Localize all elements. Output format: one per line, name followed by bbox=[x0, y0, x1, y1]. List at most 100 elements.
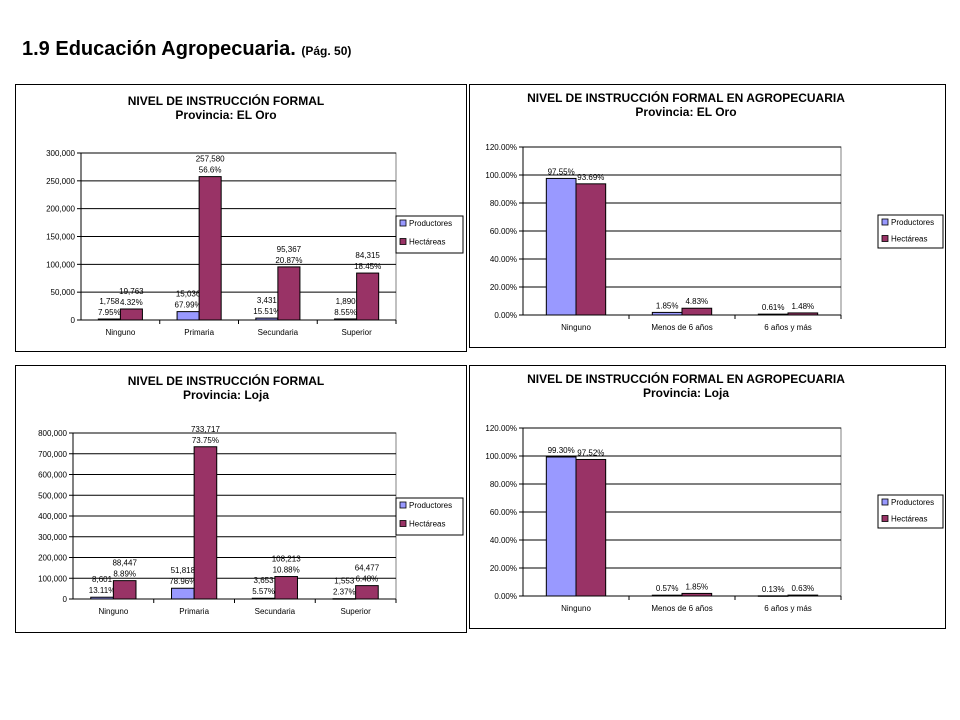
chart-panel-el-oro-levels: NIVEL DE INSTRUCCIÓN FORMAL Provincia: EL… bbox=[15, 84, 467, 352]
legend-label-productores: Productores bbox=[891, 218, 934, 227]
x-tick-label: Menos de 6 años bbox=[651, 604, 712, 613]
y-tick-label: 60.00% bbox=[490, 508, 517, 517]
data-label: 10.88% bbox=[273, 566, 300, 575]
bar-hectareas bbox=[356, 272, 380, 321]
x-tick-label: Primaria bbox=[179, 607, 209, 616]
legend-box bbox=[877, 214, 944, 249]
data-label: 1,758 bbox=[99, 297, 120, 306]
bar-hectareas bbox=[681, 307, 713, 316]
data-label: 7.95% bbox=[98, 308, 121, 317]
x-tick-label: Superior bbox=[342, 328, 373, 337]
data-label: 64,477 bbox=[355, 564, 380, 573]
data-label: 1,890 bbox=[336, 297, 357, 306]
bar-productores bbox=[651, 311, 683, 316]
data-label: 1.85% bbox=[656, 301, 679, 310]
y-tick-label: 100,000 bbox=[46, 260, 75, 269]
chart-title: NIVEL DE INSTRUCCIÓN FORMAL bbox=[128, 373, 324, 388]
x-tick-label: 6 años y más bbox=[764, 323, 812, 332]
bar-productores bbox=[251, 597, 276, 600]
chart-svg-loja-agro: NIVEL DE INSTRUCCIÓN FORMAL EN AGROPECUA… bbox=[485, 371, 944, 613]
chart-subtitle: Provincia: EL Oro bbox=[635, 105, 736, 119]
chart-svg-el-oro-agro: NIVEL DE INSTRUCCIÓN FORMAL EN AGROPECUA… bbox=[485, 90, 944, 332]
data-label: 0.61% bbox=[762, 303, 785, 312]
legend-swatch-hectareas bbox=[881, 235, 889, 242]
y-tick-label: 150,000 bbox=[46, 233, 75, 242]
data-label: 67.99% bbox=[175, 301, 202, 310]
y-tick-label: 100.00% bbox=[485, 171, 517, 180]
data-label: 0.63% bbox=[791, 584, 814, 593]
legend-label-hectareas: Hectáreas bbox=[409, 238, 445, 247]
bar-hectareas bbox=[277, 266, 301, 321]
data-label: 78.96% bbox=[169, 577, 196, 586]
legend-box bbox=[877, 494, 944, 529]
data-label: 4.83% bbox=[685, 297, 708, 306]
x-tick-label: Ninguno bbox=[561, 604, 591, 613]
y-tick-label: 300,000 bbox=[38, 533, 67, 542]
chart-panel-loja-agro: NIVEL DE INSTRUCCIÓN FORMAL EN AGROPECUA… bbox=[469, 365, 946, 629]
y-tick-label: 120.00% bbox=[485, 424, 517, 433]
y-tick-label: 20.00% bbox=[490, 564, 517, 573]
data-label: 51,818 bbox=[171, 566, 196, 575]
bar-hectareas bbox=[787, 312, 819, 316]
data-label: 8.89% bbox=[113, 570, 136, 579]
chart-panel-el-oro-agro: NIVEL DE INSTRUCCIÓN FORMAL EN AGROPECUA… bbox=[469, 84, 946, 348]
legend-label-hectareas: Hectáreas bbox=[891, 235, 927, 244]
legend-label-hectareas: Hectáreas bbox=[409, 520, 445, 529]
legend-box bbox=[395, 497, 464, 536]
x-tick-label: Menos de 6 años bbox=[651, 323, 712, 332]
data-label: 4.32% bbox=[120, 298, 143, 307]
x-tick-label: Superior bbox=[341, 607, 372, 616]
bar-productores bbox=[176, 311, 200, 321]
y-tick-label: 40.00% bbox=[490, 255, 517, 264]
bar-hectareas bbox=[575, 458, 607, 597]
bar-hectareas bbox=[112, 580, 137, 600]
bar-hectareas bbox=[355, 585, 379, 600]
y-tick-label: 40.00% bbox=[490, 536, 517, 545]
legend-swatch-productores bbox=[881, 498, 889, 506]
bar-productores bbox=[97, 318, 121, 321]
y-tick-label: 80.00% bbox=[490, 199, 517, 208]
bar-hectareas bbox=[198, 176, 222, 321]
data-label: 1.85% bbox=[685, 582, 708, 591]
legend-label-hectareas: Hectáreas bbox=[891, 515, 927, 524]
legend-label-productores: Productores bbox=[891, 498, 934, 507]
y-tick-label: 700,000 bbox=[38, 450, 67, 459]
y-tick-label: 250,000 bbox=[46, 177, 75, 186]
data-label: 1,553 bbox=[334, 577, 355, 586]
bar-productores bbox=[171, 587, 195, 600]
y-tick-label: 100,000 bbox=[38, 574, 67, 583]
x-tick-label: 6 años y más bbox=[764, 604, 812, 613]
data-label: 97.52% bbox=[577, 448, 604, 457]
bar-hectareas bbox=[119, 308, 143, 321]
data-label: 8,601 bbox=[92, 575, 113, 584]
bar-productores bbox=[545, 456, 577, 597]
y-tick-label: 50,000 bbox=[51, 288, 76, 297]
chart-subtitle: Provincia: Loja bbox=[643, 386, 729, 400]
data-label: 19,763 bbox=[119, 287, 144, 296]
page-title-text: 1.9 Educación Agropecuaria. bbox=[22, 38, 296, 60]
legend-swatch-productores bbox=[399, 501, 407, 509]
data-label: 95,367 bbox=[277, 245, 302, 254]
x-tick-label: Secundaria bbox=[258, 328, 299, 337]
x-tick-label: Ninguno bbox=[98, 607, 128, 616]
bar-productores bbox=[545, 177, 577, 316]
y-tick-label: 0.00% bbox=[494, 311, 517, 320]
legend-label-productores: Productores bbox=[409, 219, 452, 228]
bar-productores bbox=[757, 313, 789, 316]
x-tick-label: Ninguno bbox=[561, 323, 591, 332]
data-label: 88,447 bbox=[112, 559, 137, 568]
data-label: 73.75% bbox=[192, 436, 219, 445]
y-tick-label: 400,000 bbox=[38, 512, 67, 521]
chart-title: NIVEL DE INSTRUCCIÓN FORMAL EN AGROPECUA… bbox=[527, 371, 845, 386]
bar-hectareas bbox=[274, 576, 298, 600]
data-label: 15.51% bbox=[253, 307, 280, 316]
bar-productores bbox=[90, 596, 114, 600]
bar-productores bbox=[332, 598, 357, 600]
y-tick-label: 0.00% bbox=[494, 592, 517, 601]
y-tick-label: 600,000 bbox=[38, 471, 67, 480]
bar-hectareas bbox=[681, 592, 713, 597]
data-label: 84,315 bbox=[355, 251, 380, 260]
x-tick-label: Ninguno bbox=[105, 328, 135, 337]
y-tick-label: 200,000 bbox=[46, 205, 75, 214]
